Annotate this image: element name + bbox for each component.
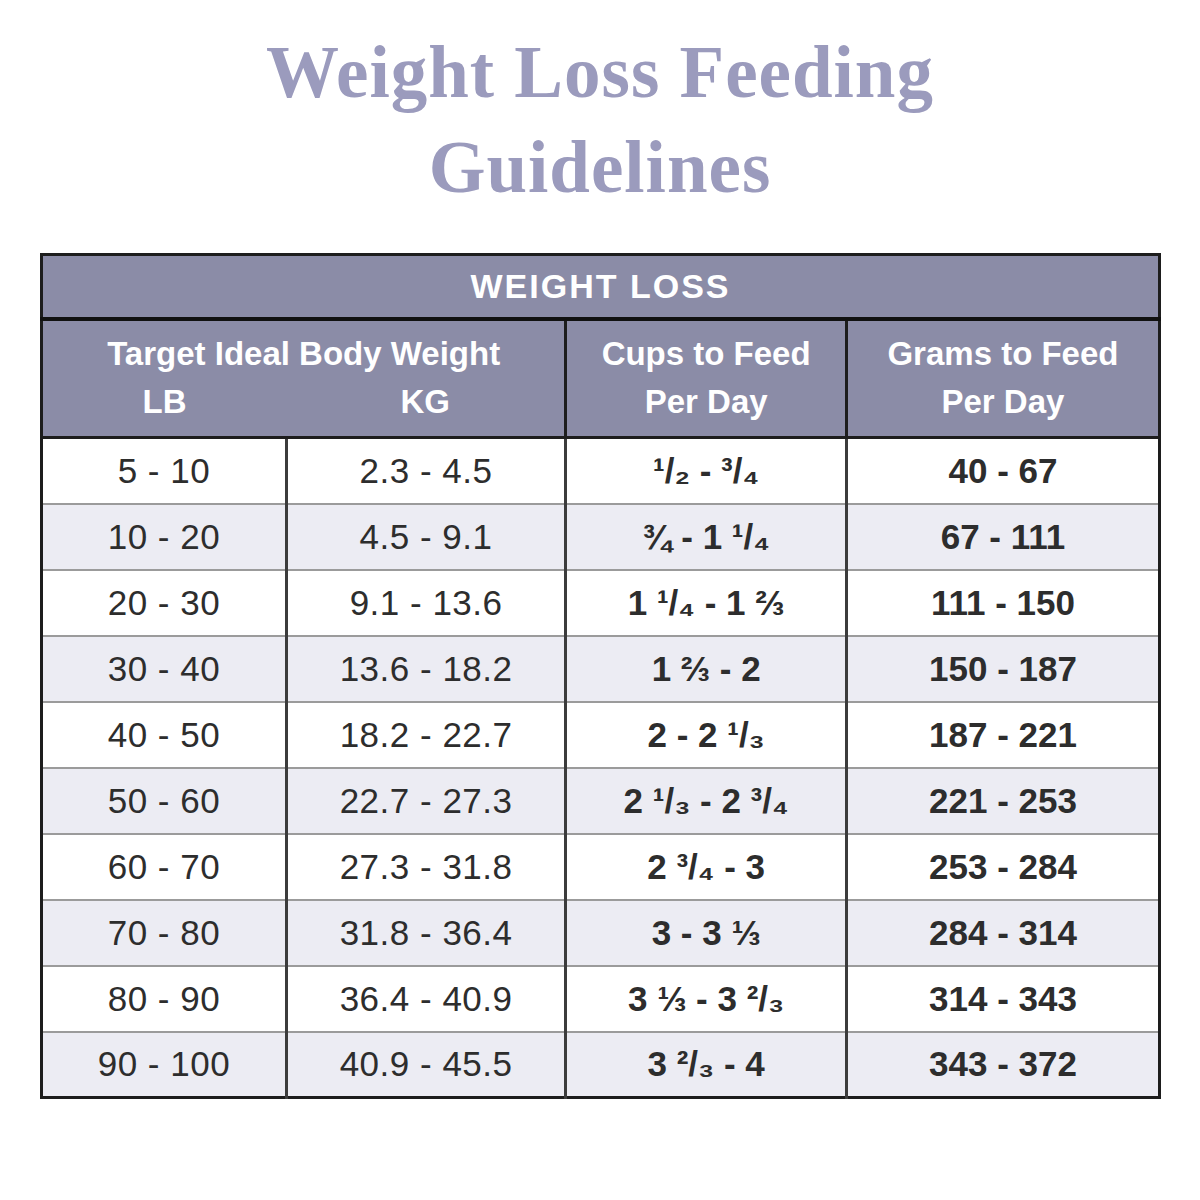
- cell-kg: 40.9 - 45.5: [286, 1032, 566, 1098]
- cell-cups: 1 ⅔ - 2: [566, 636, 847, 702]
- cell-kg: 9.1 - 13.6: [286, 570, 566, 636]
- cell-lb: 90 - 100: [42, 1032, 287, 1098]
- table-row: 20 - 309.1 - 13.61 ¹/₄ - 1 ⅔111 - 150: [42, 570, 1160, 636]
- cell-grams: 40 - 67: [846, 438, 1159, 504]
- cell-cups: ¹/₂ - ³/₄: [566, 438, 847, 504]
- cell-cups: 1 ¹/₄ - 1 ⅔: [566, 570, 847, 636]
- cell-lb: 60 - 70: [42, 834, 287, 900]
- cell-grams: 284 - 314: [846, 900, 1159, 966]
- cell-kg: 18.2 - 22.7: [286, 702, 566, 768]
- cell-grams: 253 - 284: [846, 834, 1159, 900]
- table-row: 60 - 7027.3 - 31.82 ³/₄ - 3253 - 284: [42, 834, 1160, 900]
- cell-grams: 67 - 111: [846, 504, 1159, 570]
- cell-lb: 70 - 80: [42, 900, 287, 966]
- table-row: 50 - 6022.7 - 27.32 ¹/₃ - 2 ³/₄221 - 253: [42, 768, 1160, 834]
- cell-cups: 3 ²/₃ - 4: [566, 1032, 847, 1098]
- cell-cups: 2 - 2 ¹/₃: [566, 702, 847, 768]
- cell-kg: 22.7 - 27.3: [286, 768, 566, 834]
- column-header-kg: KG: [286, 378, 564, 426]
- group-title: Target Ideal Body Weight: [43, 330, 564, 378]
- table-row: 30 - 4013.6 - 18.21 ⅔ - 2150 - 187: [42, 636, 1160, 702]
- table-row: 70 - 8031.8 - 36.43 - 3 ⅓284 - 314: [42, 900, 1160, 966]
- column-header-lb: LB: [43, 378, 286, 426]
- cell-lb: 20 - 30: [42, 570, 287, 636]
- cell-kg: 13.6 - 18.2: [286, 636, 566, 702]
- page-title: Weight Loss Feeding Guidelines: [0, 26, 1200, 216]
- cell-kg: 4.5 - 9.1: [286, 504, 566, 570]
- cell-grams: 314 - 343: [846, 966, 1159, 1032]
- cups-header-line1: Cups to Feed: [567, 330, 845, 378]
- cell-lb: 80 - 90: [42, 966, 287, 1032]
- cell-cups: 2 ¹/₃ - 2 ³/₄: [566, 768, 847, 834]
- cell-grams: 221 - 253: [846, 768, 1159, 834]
- cell-lb: 50 - 60: [42, 768, 287, 834]
- cell-kg: 31.8 - 36.4: [286, 900, 566, 966]
- cell-lb: 40 - 50: [42, 702, 287, 768]
- table-row: 40 - 5018.2 - 22.72 - 2 ¹/₃187 - 221: [42, 702, 1160, 768]
- cell-lb: 10 - 20: [42, 504, 287, 570]
- cell-cups: 3 ⅓ - 3 ²/₃: [566, 966, 847, 1032]
- cell-kg: 27.3 - 31.8: [286, 834, 566, 900]
- cell-kg: 36.4 - 40.9: [286, 966, 566, 1032]
- column-header-target-weight: Target Ideal Body Weight LB KG: [42, 319, 566, 438]
- grams-header-line2: Per Day: [848, 378, 1158, 426]
- column-header-grams: Grams to Feed Per Day: [846, 319, 1159, 438]
- cell-cups: 3 - 3 ⅓: [566, 900, 847, 966]
- cell-grams: 343 - 372: [846, 1032, 1159, 1098]
- table-row: 80 - 9036.4 - 40.93 ⅓ - 3 ²/₃314 - 343: [42, 966, 1160, 1032]
- cell-lb: 30 - 40: [42, 636, 287, 702]
- weight-loss-table: WEIGHT LOSS Target Ideal Body Weight LB …: [40, 253, 1161, 1099]
- cell-cups: ¾ - 1 ¹/₄: [566, 504, 847, 570]
- table-banner: WEIGHT LOSS: [42, 255, 1160, 319]
- guidelines-table-container: WEIGHT LOSS Target Ideal Body Weight LB …: [40, 253, 1161, 1099]
- table-row: 5 - 102.3 - 4.5¹/₂ - ³/₄40 - 67: [42, 438, 1160, 504]
- cups-header-line2: Per Day: [567, 378, 845, 426]
- cell-grams: 150 - 187: [846, 636, 1159, 702]
- page-title-line2: Guidelines: [0, 121, 1200, 216]
- cell-kg: 2.3 - 4.5: [286, 438, 566, 504]
- cell-grams: 187 - 221: [846, 702, 1159, 768]
- table-row: 90 - 10040.9 - 45.53 ²/₃ - 4343 - 372: [42, 1032, 1160, 1098]
- cell-grams: 111 - 150: [846, 570, 1159, 636]
- grams-header-line1: Grams to Feed: [848, 330, 1158, 378]
- column-header-cups: Cups to Feed Per Day: [566, 319, 847, 438]
- table-header: WEIGHT LOSS Target Ideal Body Weight LB …: [42, 255, 1160, 438]
- cell-cups: 2 ³/₄ - 3: [566, 834, 847, 900]
- table-body: 5 - 102.3 - 4.5¹/₂ - ³/₄40 - 6710 - 204.…: [42, 438, 1160, 1098]
- table-row: 10 - 204.5 - 9.1¾ - 1 ¹/₄67 - 111: [42, 504, 1160, 570]
- cell-lb: 5 - 10: [42, 438, 287, 504]
- page-title-line1: Weight Loss Feeding: [0, 26, 1200, 121]
- unit-labels: LB KG: [43, 378, 564, 426]
